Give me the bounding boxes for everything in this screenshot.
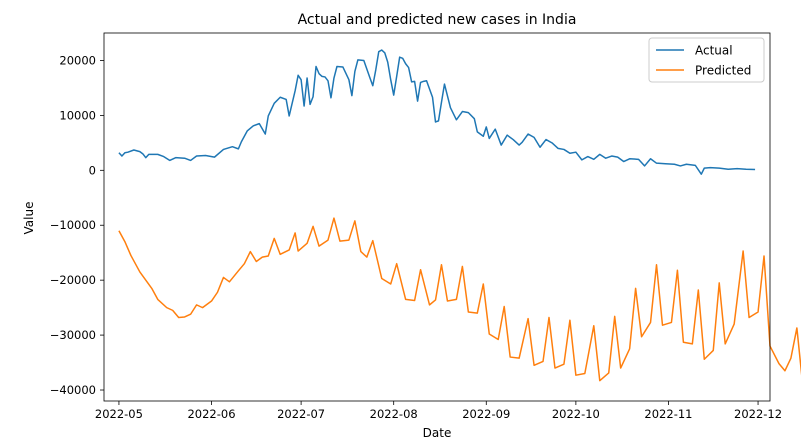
x-tick-label: 2022-05: [95, 407, 143, 421]
y-tick-label: 20000: [59, 53, 96, 67]
y-tick-label: −40000: [50, 383, 96, 397]
y-tick-label: −30000: [50, 328, 96, 342]
plot-frame: [103, 32, 771, 402]
chart-title: Actual and predicted new cases in India: [298, 12, 577, 28]
y-tick-label: 0: [89, 163, 96, 177]
legend-label-predicted: Predicted: [695, 64, 751, 78]
axes: 2022-05 2022-06 2022-07 2022-08 2022-09 2022-…: [50, 32, 782, 421]
legend-label-actual: Actual: [695, 44, 733, 58]
y-tick-label: −20000: [50, 273, 96, 287]
x-tick-label: 2022-10: [552, 407, 600, 421]
x-tick-label: 2022-07: [277, 407, 325, 421]
legend-box: [648, 37, 765, 83]
x-tick-label: 2022-11: [644, 407, 692, 421]
x-tick-label: 2022-12: [734, 407, 782, 421]
x-tick-label: 2022-09: [462, 407, 510, 421]
y-tick-label: −10000: [50, 218, 96, 232]
series-line-actual: [118, 49, 756, 175]
legend: Actual Predicted: [648, 37, 765, 83]
series-layer: [118, 49, 801, 382]
x-tick-label: 2022-08: [370, 407, 418, 421]
y-tick-label: 10000: [59, 108, 96, 122]
series-line-predicted: [118, 217, 801, 382]
x-axis-label: Date: [423, 426, 452, 440]
x-tick-label: 2022-06: [187, 407, 235, 421]
y-axis-label: Value: [22, 202, 36, 235]
